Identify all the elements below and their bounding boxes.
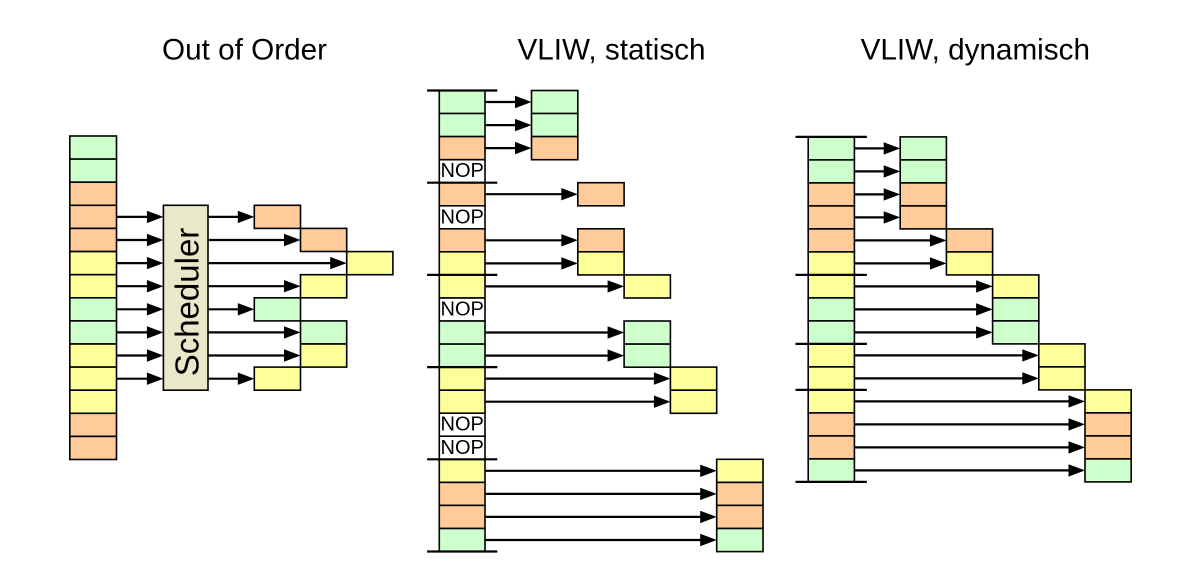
svg-text:NOP: NOP [441, 160, 484, 182]
svg-text:VLIW, dynamisch: VLIW, dynamisch [861, 34, 1090, 67]
svg-text:NOP: NOP [441, 437, 484, 459]
svg-text:Scheduler: Scheduler [168, 228, 205, 377]
svg-text:NOP: NOP [441, 299, 484, 321]
svg-text:Out of Order: Out of Order [162, 34, 327, 67]
svg-text:NOP: NOP [441, 414, 484, 436]
svg-text:NOP: NOP [441, 206, 484, 228]
svg-text:VLIW, statisch: VLIW, statisch [517, 34, 705, 67]
